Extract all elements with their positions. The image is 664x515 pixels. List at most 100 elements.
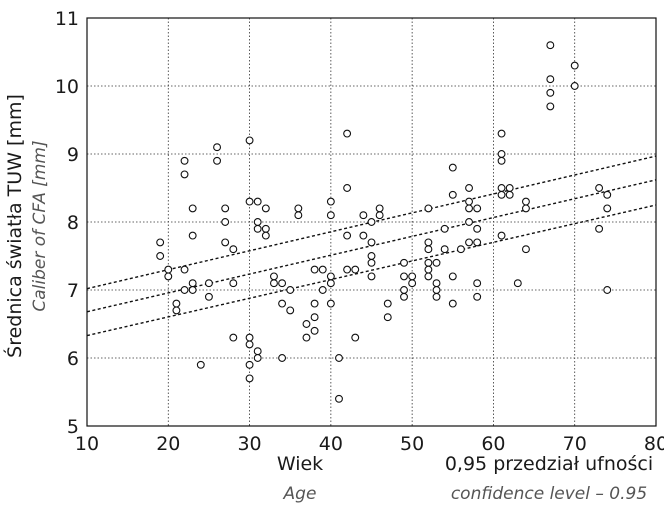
data-point [432,286,441,294]
data-point [400,292,408,301]
x-tick-label: 60 [481,433,505,455]
data-point [213,156,222,165]
y-tick-label: 9 [67,144,79,166]
data-point [278,354,287,362]
data-point [603,286,612,294]
data-point [546,102,555,111]
data-point [245,374,254,383]
data-point [546,75,555,84]
data-point [261,231,270,240]
data-point [204,279,213,288]
data-point [286,286,295,294]
data-point [424,272,433,281]
y-tick-label: 10 [55,76,79,98]
data-point [326,211,335,220]
data-point [367,258,376,267]
data-point [180,156,189,165]
data-point [546,41,555,50]
data-point [359,211,368,220]
data-point [278,299,287,308]
data-point [310,326,319,335]
data-point [359,231,368,240]
data-point [497,184,506,192]
data-point [367,218,376,226]
data-point [424,245,433,254]
data-point [188,204,197,213]
data-point [367,252,376,260]
data-point [229,245,238,254]
x-tick-label: 20 [156,433,180,455]
data-point [570,82,579,90]
data-point [570,61,579,70]
data-point [448,299,457,308]
y-tick-label: 11 [55,8,79,30]
confidence-interval-label: 0,95 przedział ufności [445,453,653,475]
data-point [188,279,197,288]
data-point [603,190,612,199]
data-point [448,272,457,281]
data-point [432,279,441,288]
data-point [335,394,343,403]
data-point [400,258,408,267]
y-tick-label: 6 [67,348,79,370]
x-tick-label: 80 [644,433,664,455]
data-point [383,299,392,308]
data-point [497,150,506,158]
data-point [408,272,417,281]
data-point [465,218,473,226]
confidence-interval-sublabel: confidence level – 0.95 [451,484,647,504]
y-tick-label: 7 [67,280,79,302]
data-point [164,265,173,274]
data-point [432,292,441,301]
data-point [310,313,319,322]
data-point [513,279,522,288]
y-axis-subtitle: Caliber of CFA [mm] [30,140,50,311]
data-point [180,170,189,179]
data-point [400,272,408,281]
y-tick-label: 8 [67,212,79,234]
x-tick-label: 10 [75,433,99,455]
data-point [278,279,287,288]
x-tick-labels: 10 20 30 40 50 60 70 80 [75,433,664,455]
data-point [326,197,335,206]
data-point [473,224,482,233]
data-point [440,224,449,233]
data-point [204,292,213,301]
data-point [473,204,482,213]
data-point [270,279,278,288]
data-point [310,299,319,308]
data-point [595,224,604,233]
y-tick-label: 5 [67,416,79,438]
x-tick-label: 40 [319,433,343,455]
data-point [367,238,376,247]
data-point [261,224,270,233]
y-axis-title: Średnica światła TUW [mm] [2,94,26,358]
x-tick-label: 70 [563,433,587,455]
data-point [521,204,530,213]
data-point [229,279,238,288]
data-point [546,88,555,97]
data-point [261,204,270,213]
data-point [294,211,303,220]
x-tick-label: 30 [237,433,261,455]
data-point [286,306,295,315]
data-point [343,184,352,192]
data-point [343,265,352,274]
data-point [351,333,360,342]
data-point [448,163,457,172]
data-point [326,299,335,308]
data-point [245,333,254,342]
data-point [400,286,408,294]
data-point [408,279,417,288]
y-tick-labels: 5 6 7 8 9 10 11 [55,8,79,438]
data-point [221,238,230,247]
data-point [245,340,254,349]
data-point [424,204,433,213]
data-point [294,204,303,213]
data-point [465,204,473,213]
data-point [229,333,238,342]
data-point [188,286,197,294]
data-point [310,265,319,274]
data-point [595,184,604,192]
